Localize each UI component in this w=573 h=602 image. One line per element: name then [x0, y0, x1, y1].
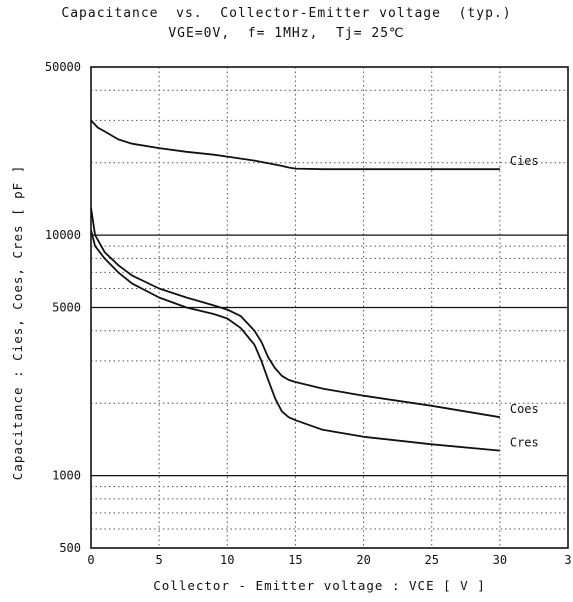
x-tick-label: 20	[356, 553, 370, 567]
x-tick-label: 15	[288, 553, 302, 567]
x-axis-label: Collector - Emitter voltage : VCE [ V ]	[153, 578, 486, 593]
y-tick-label: 5000	[52, 301, 81, 315]
series-label-coes: Coes	[510, 402, 539, 416]
x-tick-label: 3	[564, 553, 571, 567]
series-label-cies: Cies	[510, 154, 539, 168]
x-tick-label: 0	[87, 553, 94, 567]
y-tick-label: 10000	[45, 228, 81, 242]
x-tick-label: 30	[493, 553, 507, 567]
x-tick-label: 25	[424, 553, 438, 567]
series-line-coes	[90, 207, 501, 419]
series-label-cres: Cres	[510, 436, 539, 450]
chart-title: Capacitance vs. Collector-Emitter voltag…	[61, 6, 512, 21]
x-tick-label: 5	[156, 553, 163, 567]
series-layer	[90, 119, 501, 452]
y-tick-label: 500	[59, 541, 81, 555]
chart-subtitle: VGE=0V, f= 1MHz, Tj= 25℃	[168, 26, 405, 41]
x-tick-label: 10	[220, 553, 234, 567]
y-tick-label: 50000	[45, 60, 81, 74]
grid-layer	[91, 67, 568, 548]
y-axis-label: Capacitance : Cies, Coes, Cres [ pF ]	[10, 165, 25, 480]
y-tick-label: 1000	[52, 469, 81, 483]
series-line-cies	[90, 119, 500, 171]
plot-frame	[90, 66, 569, 549]
series-line-cres	[90, 229, 500, 452]
